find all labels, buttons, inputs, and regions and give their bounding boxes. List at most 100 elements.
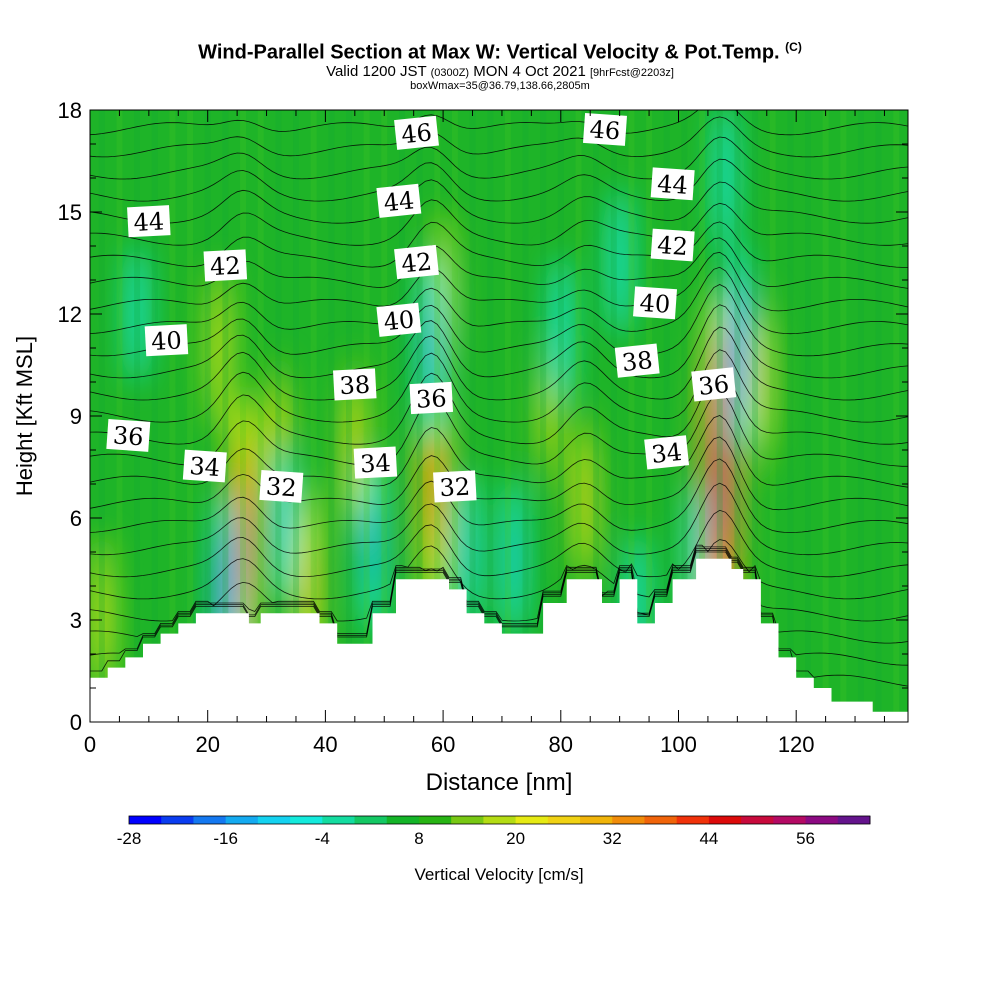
- y-axis-label: Height [Kft MSL]: [12, 336, 37, 496]
- contour-label: 44: [650, 167, 695, 201]
- pot-temp-contour-line: [90, 158, 908, 202]
- contour-label-text: 46: [589, 115, 621, 145]
- velocity-cell: [427, 315, 436, 381]
- colorbar-tick-label: -16: [213, 829, 238, 848]
- velocity-cell: [127, 243, 147, 385]
- contour-label-text: 46: [400, 118, 433, 149]
- velocity-cell: [550, 255, 571, 407]
- pot-temp-contour-line: [90, 179, 908, 224]
- contour-label-text: 44: [382, 186, 415, 217]
- colorbar-tick-label: 32: [603, 829, 622, 848]
- pot-temp-contour-line: [90, 482, 908, 556]
- y-tick-label: 3: [70, 608, 82, 633]
- pot-temp-contour-line: [90, 436, 908, 511]
- colorbar-tick-label: -28: [117, 829, 142, 848]
- colorbar-swatch: [515, 816, 549, 824]
- box-wmax-info: boxWmax=35@36.79,138.66,2805m: [410, 79, 590, 92]
- colorbar-tick-label: 56: [796, 829, 815, 848]
- contour-label: 32: [433, 470, 477, 503]
- velocity-cell: [609, 187, 630, 339]
- contour-label-box: [144, 324, 189, 357]
- pot-temp-contour-line: [90, 221, 908, 268]
- x-tick-label: 80: [549, 732, 573, 757]
- contour-label-text: 40: [382, 305, 415, 336]
- colorbar-swatch: [193, 816, 227, 824]
- pot-temp-contour-line: [90, 509, 908, 578]
- colorbar-swatch: [612, 816, 645, 824]
- contour-label: 40: [633, 286, 678, 320]
- velocity-streak: [240, 110, 247, 722]
- contour-label-box: [259, 469, 304, 503]
- colorbar-swatch: [547, 816, 581, 824]
- y-tick-label: 9: [70, 404, 82, 429]
- velocity-streak: [769, 110, 776, 722]
- colorbar-swatch: [225, 816, 259, 824]
- pot-temp-contour-line: [90, 136, 908, 180]
- colorbar-swatch: [161, 816, 194, 824]
- pot-temp-contour-line: [90, 551, 908, 687]
- velocity-streak: [381, 110, 388, 722]
- pot-temp-contour-line: [90, 415, 908, 488]
- velocity-streak: [628, 110, 635, 722]
- pot-temp-contour-line: [90, 284, 908, 357]
- contour-label: 46: [394, 115, 439, 150]
- pot-temp-contour-line: [90, 326, 908, 401]
- colorbar-swatch: [418, 816, 452, 824]
- contour-label-box: [333, 368, 377, 401]
- contour-label: 34: [182, 449, 227, 483]
- contour-label-box: [203, 249, 248, 282]
- velocity-streak: [504, 110, 511, 722]
- velocity-streak: [575, 110, 582, 722]
- contour-label-box: [353, 446, 398, 479]
- x-tick-label: 100: [660, 732, 697, 757]
- contour-label: 42: [203, 249, 248, 282]
- pot-temp-contour-line: [90, 548, 908, 644]
- terrain: [90, 558, 908, 722]
- velocity-cell: [461, 511, 472, 593]
- pot-temp-contour-line: [90, 392, 908, 467]
- contour-label: 40: [376, 302, 422, 337]
- colorbar-tick-label: 20: [506, 829, 525, 848]
- velocity-streak: [345, 110, 352, 722]
- contour-label-text: 40: [151, 326, 183, 356]
- velocity-streak: [398, 110, 405, 722]
- contour-label: 44: [376, 183, 422, 218]
- pot-temp-contour-line: [90, 458, 908, 534]
- contour-label-text: 38: [621, 346, 654, 377]
- contour-label-box: [650, 167, 695, 201]
- contour-label-box: [650, 228, 695, 262]
- contour-label-box: [433, 470, 477, 503]
- colorbar-swatch: [773, 816, 807, 824]
- x-tick-label: 20: [195, 732, 219, 757]
- pot-temp-contour-line: [90, 266, 908, 335]
- x-tick-label: 40: [313, 732, 337, 757]
- velocity-streak: [222, 110, 229, 722]
- contour-label-box: [633, 286, 678, 320]
- contour-label-text: 32: [265, 472, 297, 502]
- chart-title: Wind-Parallel Section at Max W: Vertical…: [0, 36, 1000, 64]
- pot-temp-contour-line: [90, 251, 908, 312]
- velocity-cell: [580, 468, 589, 534]
- colorbar-swatch: [741, 816, 774, 824]
- colorbar-tick-label: 8: [414, 829, 423, 848]
- x-tick-label: 60: [431, 732, 455, 757]
- contour-label-text: 42: [656, 231, 688, 261]
- velocity-streak: [752, 110, 759, 722]
- contour-label: 38: [333, 368, 377, 401]
- contour-label: 34: [644, 435, 690, 470]
- colorbar-swatch: [386, 816, 420, 824]
- pot-temp-contour-line: [90, 304, 908, 379]
- contour-label-text: 40: [639, 289, 671, 319]
- colorbar-swatch: [644, 816, 678, 824]
- pot-temp-contour-line: [90, 110, 908, 136]
- velocity-streak: [840, 110, 847, 722]
- contour-label-text: 44: [656, 170, 688, 200]
- velocity-streak: [681, 110, 688, 722]
- velocity-streak: [593, 110, 600, 722]
- pot-temp-contour-line: [90, 549, 908, 666]
- velocity-streak: [663, 110, 670, 722]
- colorbar-swatch: [257, 816, 291, 824]
- contour-label-box: [376, 302, 422, 337]
- y-tick-label: 6: [70, 506, 82, 531]
- velocity-cell: [717, 461, 723, 507]
